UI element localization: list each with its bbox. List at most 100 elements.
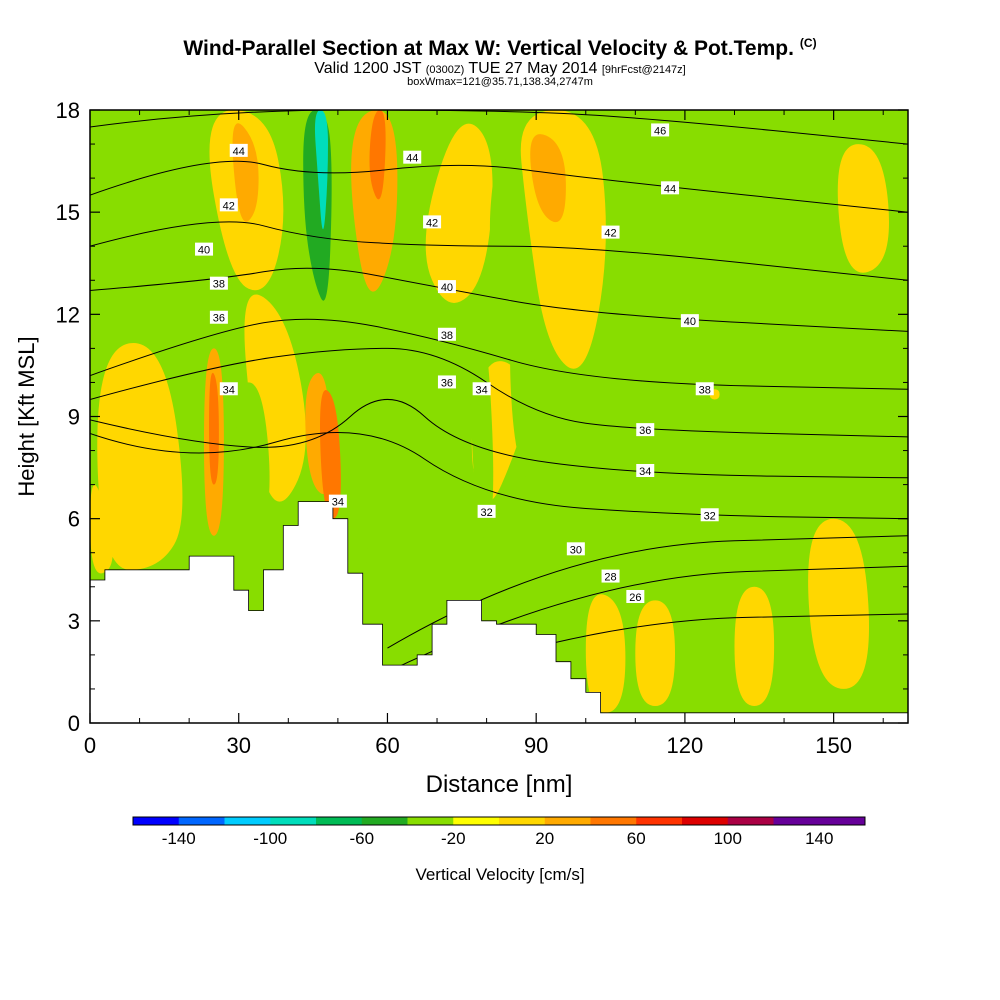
contour-label: 42 <box>423 215 442 229</box>
contour-label: 38 <box>209 276 228 291</box>
svg-text:36: 36 <box>441 377 453 389</box>
velocity-zone <box>585 594 626 713</box>
y-tick-label: 3 <box>68 609 80 634</box>
x-tick-label: 0 <box>84 733 96 758</box>
colorbar-swatch <box>361 817 408 825</box>
contour-label: 34 <box>219 382 238 396</box>
velocity-zone <box>97 343 183 570</box>
velocity-zone <box>489 156 514 268</box>
velocity-zone <box>351 110 398 292</box>
svg-text:42: 42 <box>604 228 616 240</box>
contour-label: 44 <box>661 181 680 195</box>
colorbar-swatch <box>316 817 363 825</box>
colorbar-swatch <box>270 817 317 825</box>
colorbar-label: Vertical Velocity [cm/s] <box>415 865 584 884</box>
colorbar-tick-label: 140 <box>805 829 833 848</box>
velocity-zone <box>314 110 328 230</box>
valid-date: TUE 27 May 2014 <box>468 60 598 77</box>
contour-label: 34 <box>472 382 491 396</box>
svg-text:40: 40 <box>198 245 210 257</box>
svg-text:34: 34 <box>476 384 488 396</box>
svg-text:44: 44 <box>664 183 676 195</box>
velocity-zone <box>837 144 890 273</box>
svg-text:38: 38 <box>213 279 225 291</box>
svg-text:38: 38 <box>699 384 711 396</box>
svg-text:30: 30 <box>570 544 582 556</box>
plot-area: 46 44 44 44 42 42 42 40 40 40 38 38 38 36 36 36 34 34 34 34… <box>90 110 908 723</box>
velocity-zone <box>90 484 113 574</box>
colorbar-swatch <box>133 817 180 825</box>
chart-title: Wind-Parallel Section at Max W: Vertical… <box>0 36 1000 61</box>
colorbar-swatch <box>727 817 774 825</box>
title-text: Wind-Parallel Section at Max W: Vertical… <box>183 37 794 60</box>
contour-label: 36 <box>209 310 228 325</box>
colorbar: -140 -100 -60 -20 20 60 100 140 Vertical Velocit… <box>132 816 866 884</box>
box-info: boxWmax=121@35.71,138.34,2747m <box>407 76 593 88</box>
colorbar-swatch <box>407 817 454 825</box>
contour-label: 36 <box>437 375 456 389</box>
isentrope-line <box>90 160 908 213</box>
contour-label: 38 <box>437 327 456 342</box>
colorbar-tick-label: -60 <box>349 829 374 848</box>
svg-text:40: 40 <box>684 316 696 328</box>
velocity-zone <box>93 144 117 268</box>
velocity-zone <box>530 134 566 223</box>
contour-label: 42 <box>219 198 238 212</box>
x-tick-label: 120 <box>667 733 704 758</box>
y-tick-label: 9 <box>68 405 80 430</box>
colorbar-swatch <box>819 817 866 825</box>
svg-text:32: 32 <box>704 510 716 522</box>
contour-label: 34 <box>636 463 655 478</box>
colorbar-tick-label: -140 <box>162 829 196 848</box>
velocity-zone <box>209 372 219 485</box>
svg-text:44: 44 <box>233 146 245 158</box>
colorbar-swatch <box>453 817 500 825</box>
isentrope-line <box>90 318 908 390</box>
copyright-mark: (C) <box>799 36 817 50</box>
contour-label: 40 <box>437 280 456 294</box>
contour-label: 40 <box>680 314 699 328</box>
svg-text:40: 40 <box>441 282 453 294</box>
svg-text:42: 42 <box>223 200 235 212</box>
isentrope-line <box>90 398 908 479</box>
svg-text:42: 42 <box>426 217 438 229</box>
contour-label: 32 <box>477 504 496 519</box>
chart-subtitle: Valid 1200 JST (0300Z) TUE 27 May 2014 [… <box>0 60 1000 78</box>
isentrope-line <box>90 431 908 520</box>
velocity-zone <box>369 110 386 200</box>
y-tick-label: 18 <box>56 98 80 123</box>
svg-text:34: 34 <box>332 497 344 509</box>
contour-label: 36 <box>636 423 655 437</box>
x-tick-label: 90 <box>524 733 548 758</box>
velocity-zone <box>734 586 775 706</box>
contour-label: 38 <box>695 382 714 396</box>
contour-label: 26 <box>626 589 645 604</box>
svg-text:44: 44 <box>406 153 418 165</box>
y-tick-label: 15 <box>56 200 80 225</box>
contour-label: 42 <box>601 225 620 240</box>
isentrope-line <box>90 347 908 438</box>
colorbar-frame <box>132 816 866 826</box>
y-tick-label: 0 <box>68 711 80 736</box>
velocity-zone <box>235 382 270 539</box>
svg-text:36: 36 <box>639 425 651 437</box>
contour-label: 30 <box>566 542 585 556</box>
x-tick-label: 60 <box>375 733 399 758</box>
colorbar-swatch <box>544 817 591 825</box>
isentrope-line <box>90 221 908 281</box>
contour-label: 32 <box>700 508 719 522</box>
colorbar-tick-label: 60 <box>627 829 646 848</box>
forecast-info: [9hrFcst@2147z] <box>601 64 686 76</box>
colorbar-swatch <box>178 817 225 825</box>
colorbar-swatch <box>499 817 546 825</box>
valid-time: Valid 1200 JST <box>314 60 422 77</box>
velocity-zone <box>635 600 675 706</box>
svg-text:28: 28 <box>604 572 616 584</box>
colorbar-swatch <box>224 817 271 825</box>
velocity-zone <box>425 123 493 303</box>
svg-text:36: 36 <box>213 313 225 325</box>
colorbar-swatch <box>682 817 729 825</box>
velocity-zone <box>347 440 368 581</box>
